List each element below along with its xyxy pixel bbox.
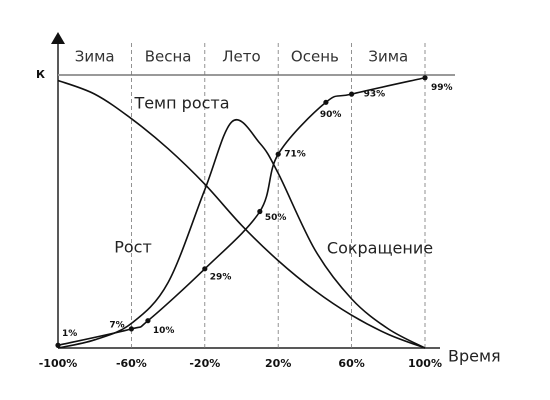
curve [57,118,426,349]
point [128,326,134,332]
x-tick-label: 60% [338,357,364,370]
season-label: Зима [368,48,408,66]
value-label: 93% [364,90,386,100]
point [257,208,263,215]
value-label: 90% [320,110,342,120]
x-tick-label: 100% [408,357,442,370]
value-label: 10% [153,326,175,336]
y-axis-arrow [51,32,65,44]
point [202,266,208,272]
value-label: 71% [284,150,306,160]
x-tick-label: -60% [116,357,147,370]
season-label: Зима [75,48,115,66]
season-label: Лето [222,48,260,66]
y-axis-label: К [36,68,45,81]
annotation: Рост [114,238,152,257]
curve [57,76,426,347]
season-label: Осень [291,48,339,66]
point [349,91,355,97]
value-label: 29% [210,272,232,282]
point [323,99,329,105]
point [275,151,281,157]
x-axis-label: Время [448,347,501,366]
season-label: Весна [145,48,192,66]
x-tick-label: -100% [39,357,78,370]
point [145,318,151,324]
point [55,342,61,348]
point [422,75,428,81]
annotation: Сокращение [327,239,433,258]
value-label: 7% [109,320,124,330]
x-tick-label: -20% [189,357,220,370]
value-label: 99% [431,83,453,93]
value-label: 1% [62,329,77,339]
curve [57,79,426,349]
annotation: Темп роста [133,94,229,113]
value-label: 50% [265,213,287,223]
x-tick-label: 20% [265,357,291,370]
